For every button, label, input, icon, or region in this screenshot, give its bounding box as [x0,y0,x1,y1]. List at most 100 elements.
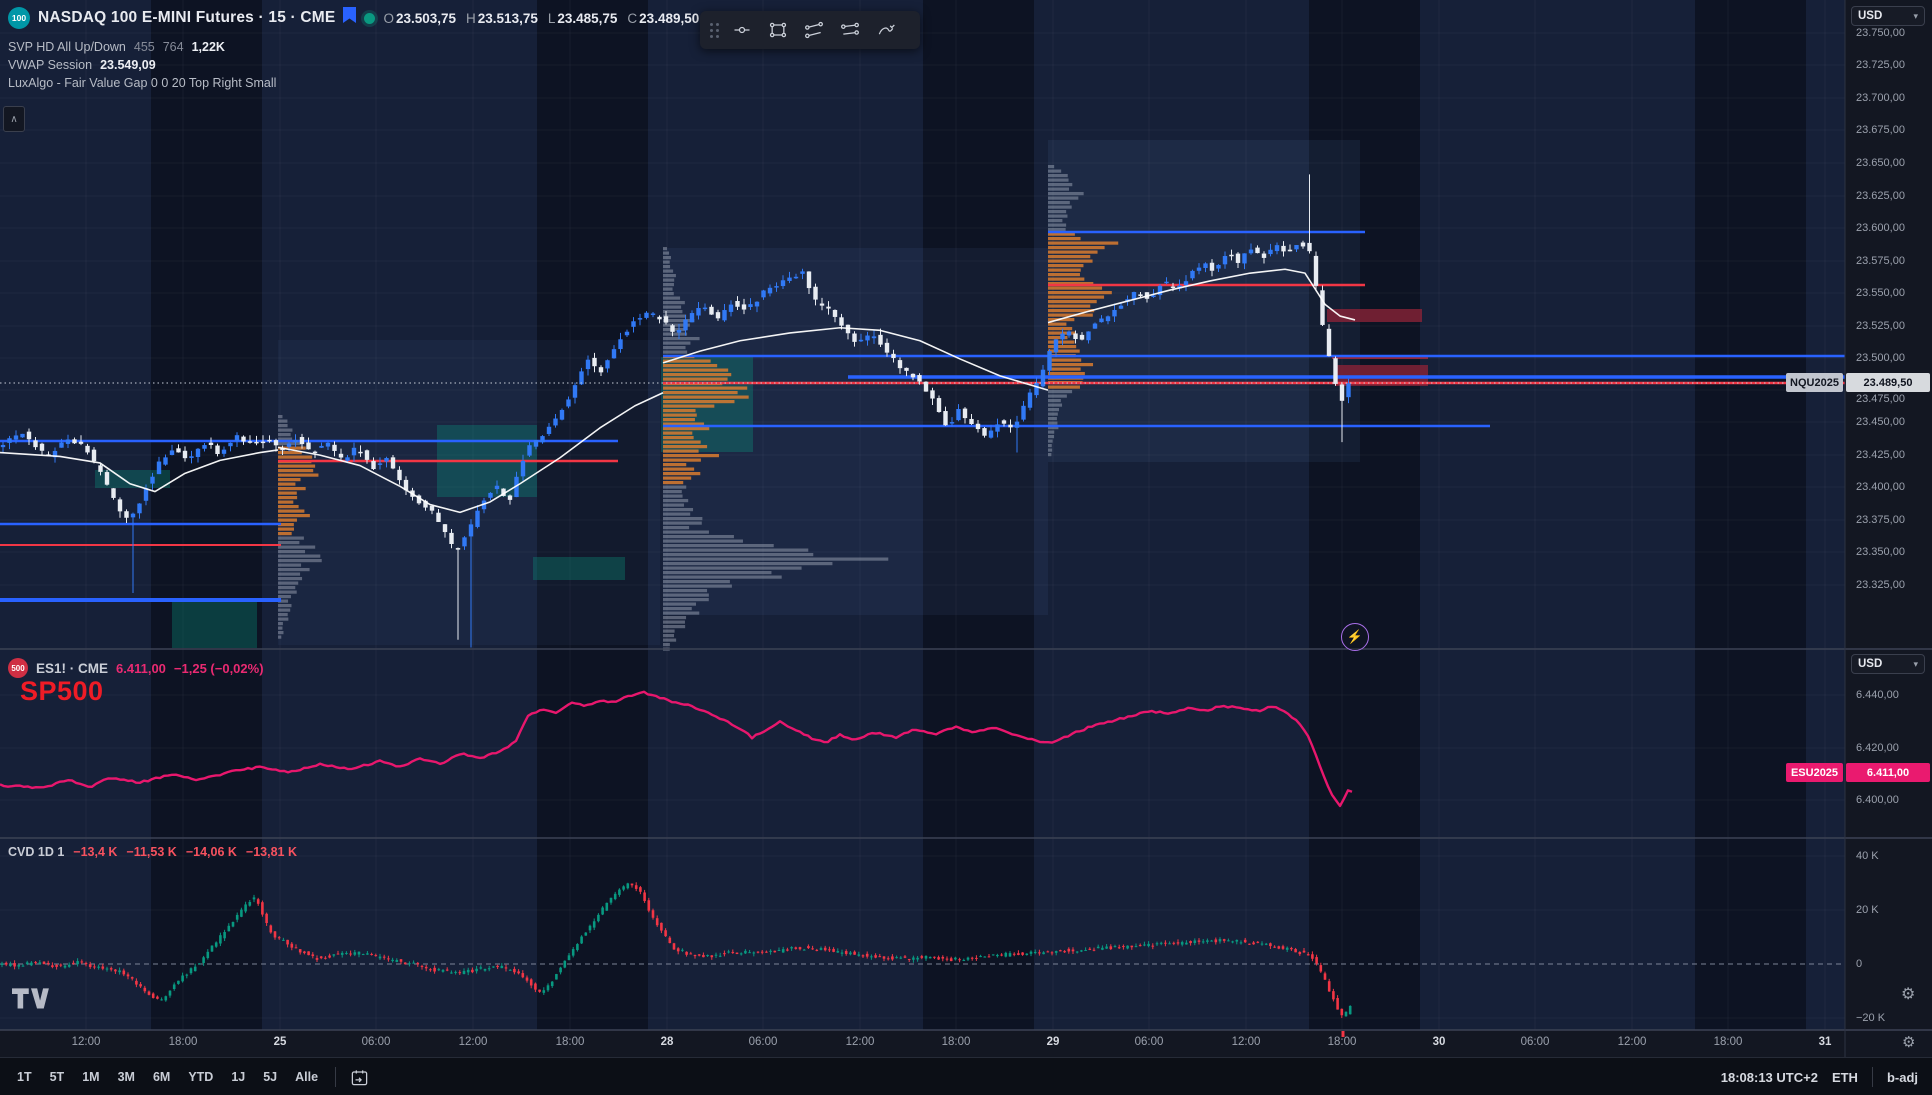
price-tick-label: 23.750,00 [1856,27,1905,39]
indicator-value: 23.549,09 [100,58,156,72]
es-currency-dropdown[interactable]: USD ▾ [1851,654,1925,674]
time-axis-label: 18:00 [168,1036,198,1048]
cvd-value: −13,81 K [245,845,297,859]
es-price-tick-label: 6.440,00 [1856,689,1899,701]
bottom-toolbar: 1T 5T 1M 3M 6M YTD 1J 5J Alle 18:08:13 UTC+2 ETH… [0,1057,1932,1095]
market-status-dot[interactable] [364,12,376,24]
price-tick-label: 23.675,00 [1856,124,1905,136]
price-tick-label: 23.700,00 [1856,92,1905,104]
time-axis-label: 06:00 [1520,1036,1550,1048]
price-tick-label: 23.575,00 [1856,255,1905,267]
cvd-value: −13,4 K [73,845,118,859]
cvd-tick-label: 0 [1856,958,1863,970]
indicator-name[interactable]: VWAP Session [8,58,93,72]
cvd-values: −13,4 K −11,53 K −14,06 K −13,81 K [73,845,297,859]
indicator-legend: SVP HD All Up/Down 455 764 1,22K VWAP Sessio… [8,38,276,92]
nq-contract-label: NQU2025 [1786,373,1843,392]
horizontal-line-tool-button[interactable] [724,14,760,46]
cvd-indicator-title[interactable]: CVD 1D 1 [8,845,65,859]
range-button-1m[interactable]: 1M [82,1070,100,1084]
chevron-down-icon: ▾ [1913,658,1918,669]
price-tick-label: 23.550,00 [1856,287,1905,299]
price-tick-label: 23.450,00 [1856,416,1905,428]
time-axis-label: 18:00 [1327,1036,1357,1048]
time-scale-settings-gear-icon[interactable]: ⚙ [1902,1034,1916,1051]
rectangle-tool-button[interactable] [760,14,796,46]
divider [335,1067,337,1087]
range-button-6m[interactable]: 6M [152,1070,171,1084]
price-tick-label: 23.325,00 [1856,579,1905,591]
sp500-text-drawing[interactable]: SP500 [20,676,104,706]
cvd-value: −14,06 K [185,845,237,859]
range-button-3m[interactable]: 3M [117,1070,135,1084]
instant-order-lightning-icon[interactable]: ⚡ [1341,623,1369,651]
price-tick-label: 23.350,00 [1856,546,1905,558]
cvd-value: −11,53 K [126,845,177,859]
go-to-date-button[interactable] [344,1061,374,1093]
indicator-row: LuxAlgo - Fair Value Gap 0 0 20 Top Righ… [8,74,276,92]
range-button-alle[interactable]: Alle [295,1070,319,1084]
range-button-1t[interactable]: 1T [17,1070,32,1084]
chevron-down-icon: ▾ [1913,10,1918,21]
es-price-tick-label: 6.400,00 [1856,794,1899,806]
cvd-chart-pane[interactable] [0,838,1845,1030]
collapse-legend-button[interactable]: ∧ [3,106,25,132]
time-axis-label: 12:00 [845,1036,875,1048]
flat-channel-tool-button[interactable] [832,14,868,46]
indicator-name[interactable]: SVP HD All Up/Down [8,40,126,54]
indicator-row: VWAP Session 23.549,09 [8,56,276,74]
indicator-value: 1,22K [191,40,225,54]
time-axis-label: 31 [1818,1036,1832,1048]
range-button-ytd[interactable]: YTD [188,1070,214,1084]
time-axis-label: 12:00 [1231,1036,1261,1048]
symbol-title[interactable]: NASDAQ 100 E-MINI Futures · 15 · CME [38,9,336,26]
time-axis-label: 25 [273,1036,287,1048]
price-scale-settings-gear-icon[interactable]: ⚙ [1901,986,1916,1003]
time-axis-label: 12:00 [71,1036,101,1048]
price-tick-label: 23.625,00 [1856,190,1905,202]
time-axis-label: 29 [1046,1036,1060,1048]
main-currency-dropdown[interactable]: USD ▾ [1851,6,1925,26]
range-button-5t[interactable]: 5T [49,1070,65,1084]
time-axis-label: 18:00 [1713,1036,1743,1048]
flat-channel-tool-icon [841,22,859,35]
main-chart-pane[interactable] [0,0,1845,649]
parallel-channel-tool-icon [805,21,823,39]
range-button-5j[interactable]: 5J [263,1070,278,1084]
range-button-1j[interactable]: 1J [231,1070,246,1084]
clock[interactable]: 18:08:13 UTC+2 [1720,1069,1818,1085]
toolbar-drag-handle-icon[interactable] [707,20,721,40]
time-axis-label: 28 [660,1036,674,1048]
es-symbol-title[interactable]: ES1! · CME [36,660,109,676]
price-tick-label: 23.425,00 [1856,449,1905,461]
nasdaq-symbol-badge: 100 [8,7,30,29]
cvd-tick-label: 40 K [1856,850,1879,862]
rectangle-tool-icon [769,22,787,38]
session-eth-button[interactable]: ETH [1831,1069,1858,1085]
brush-tool-button[interactable] [868,14,904,46]
price-tick-label: 23.600,00 [1856,222,1905,234]
adjustment-button[interactable]: b-adj [1886,1069,1918,1085]
price-tick-label: 23.375,00 [1856,514,1905,526]
time-axis-label: 06:00 [748,1036,778,1048]
flag-icon[interactable] [343,7,357,29]
cvd-tick-label: −20 K [1856,1012,1886,1024]
es-last-price-chip: 6.411,00 [1846,763,1930,782]
tradingview-logo[interactable] [12,988,50,1015]
cvd-tick-label: 20 K [1856,904,1879,916]
horizontal-line-tool-icon [734,26,750,34]
parallel-channel-tool-button[interactable] [796,14,832,46]
time-axis-label: 12:00 [1617,1036,1647,1048]
time-axis-label: 18:00 [941,1036,971,1048]
time-axis-label: 06:00 [1134,1036,1164,1048]
indicator-value: 455 [133,40,155,54]
time-axis-label: 30 [1432,1036,1446,1048]
indicator-name[interactable]: LuxAlgo - Fair Value Gap 0 0 20 Top Righ… [8,76,277,90]
es-chart-pane[interactable] [0,649,1845,838]
es-last-price: 6.411,00 [116,660,166,676]
es-contract-label: ESU2025 [1786,763,1843,782]
price-tick-label: 23.525,00 [1856,320,1905,332]
divider [1871,1067,1873,1087]
price-tick-label: 23.475,00 [1856,393,1905,405]
